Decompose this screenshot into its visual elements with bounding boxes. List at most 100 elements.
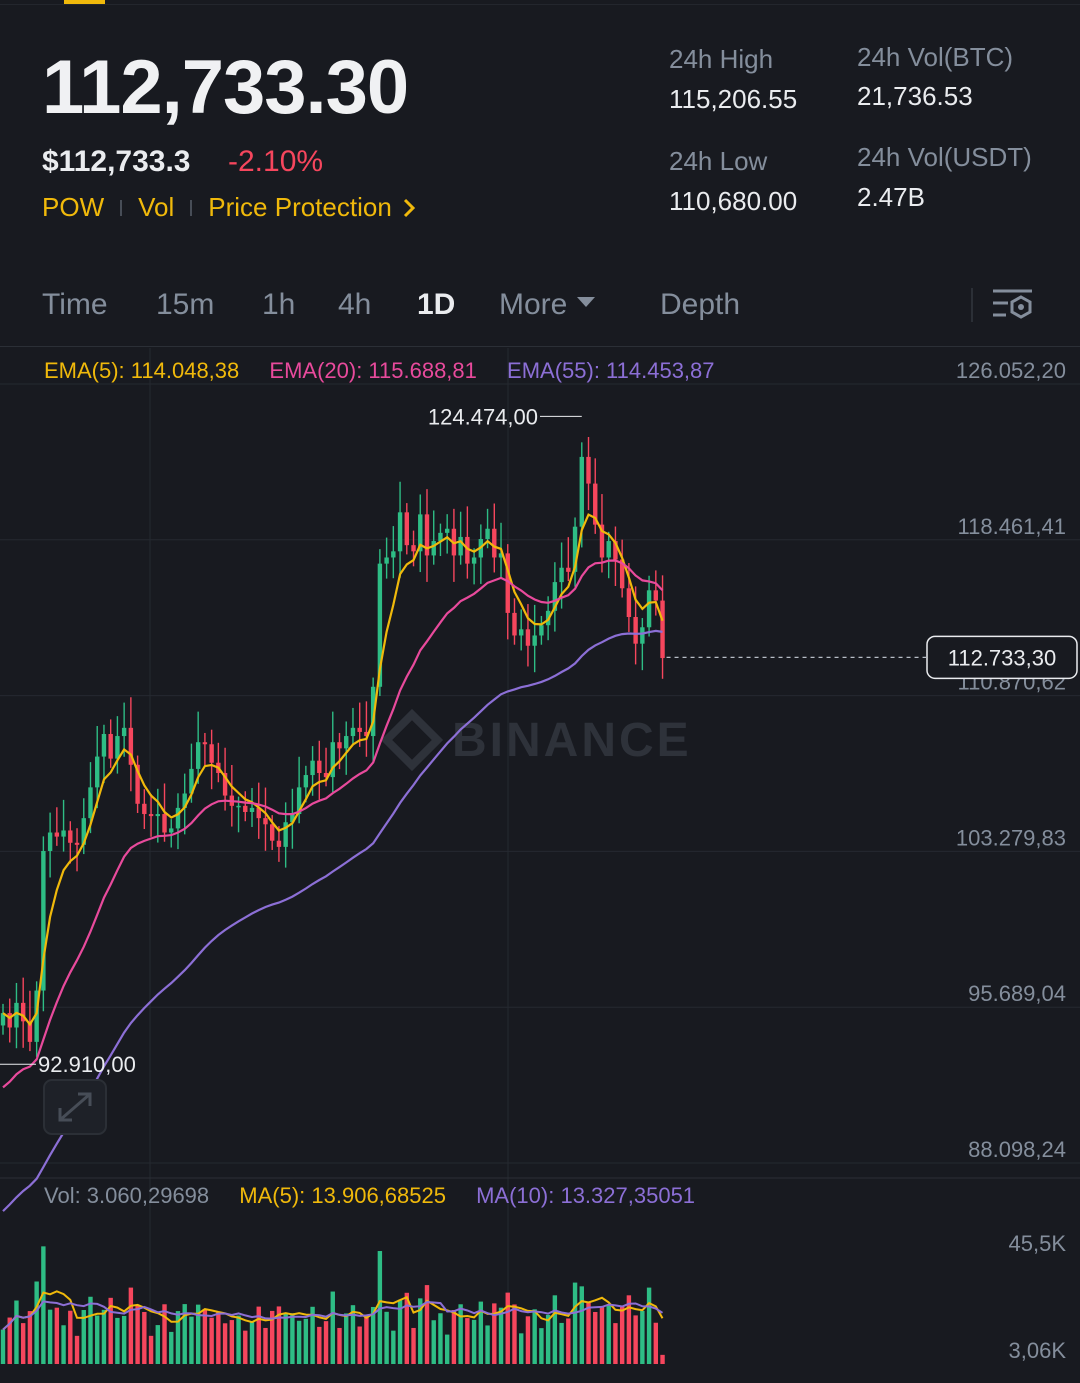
volume-bar [458, 1304, 463, 1364]
price-chart[interactable]: BINANCE 126.052,20118.461,41110.870,6210… [0, 348, 1080, 1383]
candle-body [270, 824, 275, 841]
chart-settings-icon[interactable] [990, 284, 1036, 324]
candle-body [202, 742, 208, 745]
candle-body [249, 807, 255, 812]
volume-legend: Vol: 3.060,29698 MA(5): 13.906,68525 MA(… [44, 1183, 719, 1209]
volume-bar [148, 1335, 154, 1364]
volume-bar [519, 1333, 524, 1364]
volume-bar [95, 1315, 100, 1364]
candle-body [613, 541, 618, 560]
candle-body [512, 612, 517, 636]
volume-bar [505, 1292, 510, 1364]
volume-bar [142, 1311, 147, 1364]
candle-body [256, 807, 261, 819]
candle-body [155, 814, 160, 817]
volume-bar [498, 1307, 504, 1364]
volume-bar [81, 1310, 86, 1364]
ema55-label: EMA(55): 114.453,87 [507, 358, 715, 383]
tag-vol[interactable]: Vol [138, 192, 175, 222]
volume-bar [216, 1311, 221, 1364]
tab-more[interactable]: More [499, 288, 596, 322]
volume-bar [209, 1317, 214, 1364]
ema20-line [2, 559, 664, 1089]
vol-usdt-value: 2.47B [857, 182, 925, 212]
volume-bar [222, 1323, 228, 1364]
high-marker-label: 124.474,00 [428, 404, 538, 429]
tab-time[interactable]: Time [42, 288, 108, 321]
candle-body [471, 557, 477, 564]
volume-bar [593, 1311, 598, 1364]
candle-body [108, 733, 113, 759]
volume-bar [283, 1313, 288, 1364]
volume-bar [303, 1318, 309, 1364]
high-24h-label: 24h High [669, 44, 774, 74]
tag-price-protection[interactable]: Price Protection [208, 192, 392, 222]
candle-body [344, 736, 349, 749]
y-tick-label: 118.461,41 [958, 514, 1066, 539]
volume-bar [357, 1326, 362, 1364]
candle-body [303, 775, 309, 788]
volume-bar [20, 1323, 26, 1364]
volume-bar [0, 1329, 6, 1364]
volume-bar [633, 1315, 638, 1364]
y-axis-labels: 126.052,20118.461,41110.870,62103.279,83… [956, 358, 1066, 1162]
candle-body [148, 814, 154, 817]
volume-bar [296, 1320, 302, 1364]
volume-bar [155, 1325, 160, 1364]
tag-pow[interactable]: POW [42, 192, 105, 222]
candle-body [519, 629, 524, 636]
candle-body [646, 590, 652, 628]
volume-bar [492, 1303, 497, 1364]
candle-body [20, 1002, 26, 1022]
volume-bar [54, 1307, 60, 1364]
header-divider [0, 4, 1080, 5]
tab-depth[interactable]: Depth [660, 288, 741, 321]
tab-1d[interactable]: 1D [417, 288, 456, 321]
volume-bar [162, 1304, 167, 1364]
candle-body [492, 528, 497, 558]
candle-body [14, 1002, 19, 1028]
candle-body [189, 768, 194, 794]
tab-1h[interactable]: 1h [262, 288, 296, 321]
volume-bar [465, 1318, 470, 1364]
chevron-right-icon[interactable] [402, 197, 416, 219]
volume-bar [47, 1309, 53, 1364]
volume-bar [182, 1304, 187, 1364]
volume-bar [559, 1322, 564, 1364]
volume-bar [391, 1330, 396, 1364]
candle-body [0, 1013, 6, 1026]
candle-body [222, 772, 228, 796]
volume-label: Vol: 3.060,29698 [44, 1183, 210, 1208]
ema5-line [2, 513, 664, 1027]
tab-4h[interactable]: 4h [338, 288, 372, 321]
binance-watermark: BINANCE [452, 714, 692, 767]
candle-body [162, 814, 167, 833]
candle-body [27, 1021, 33, 1042]
candle-body [593, 483, 598, 525]
candle-body [263, 818, 268, 825]
volume-bar [370, 1306, 376, 1364]
candle-body [243, 805, 248, 812]
candle-body [317, 760, 322, 773]
active-tab-indicator [64, 0, 105, 4]
volume-bar [68, 1310, 73, 1364]
volume-bar [626, 1295, 632, 1364]
candle-body [182, 793, 187, 808]
candle-body [350, 727, 356, 737]
volume-bar [135, 1305, 140, 1364]
tab-15m[interactable]: 15m [156, 288, 215, 321]
candle-body [310, 760, 315, 776]
volume-ma10-line [2, 1300, 664, 1331]
candle-body [74, 842, 80, 845]
low-marker-label: 92.910,00 [38, 1052, 136, 1077]
volume-bar [61, 1325, 66, 1364]
volume-bar [384, 1311, 389, 1364]
candle-body [525, 629, 531, 646]
candle-body [438, 532, 443, 542]
volume-bar [41, 1246, 46, 1364]
current-price-box [926, 635, 1078, 680]
candle-body [81, 818, 86, 845]
volume-bar [579, 1286, 584, 1364]
candle-body [424, 514, 430, 556]
candle-body [485, 528, 490, 540]
